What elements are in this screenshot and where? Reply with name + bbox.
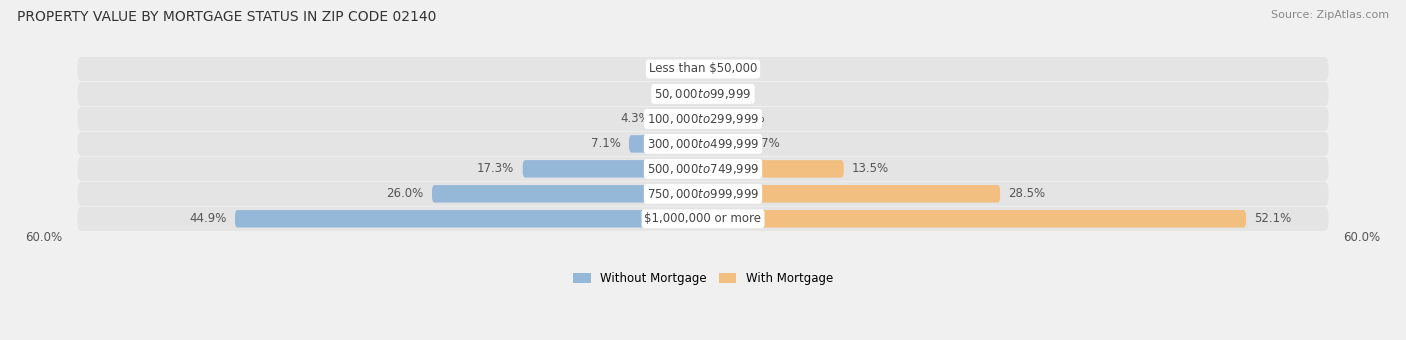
FancyBboxPatch shape [703, 160, 844, 177]
FancyBboxPatch shape [523, 160, 703, 177]
FancyBboxPatch shape [77, 107, 1329, 131]
FancyBboxPatch shape [77, 57, 1329, 81]
FancyBboxPatch shape [628, 135, 703, 153]
Text: 28.5%: 28.5% [1008, 187, 1046, 200]
Text: 26.0%: 26.0% [387, 187, 423, 200]
FancyBboxPatch shape [699, 85, 703, 103]
FancyBboxPatch shape [703, 210, 1246, 227]
Text: 3.7%: 3.7% [749, 137, 780, 150]
FancyBboxPatch shape [703, 135, 741, 153]
Text: 60.0%: 60.0% [25, 231, 62, 244]
FancyBboxPatch shape [77, 182, 1329, 206]
Text: 4.3%: 4.3% [620, 113, 650, 125]
Text: 0.0%: 0.0% [665, 63, 695, 75]
Text: $1,000,000 or more: $1,000,000 or more [644, 212, 762, 225]
FancyBboxPatch shape [77, 157, 1329, 181]
Text: 17.3%: 17.3% [477, 163, 515, 175]
Text: Less than $50,000: Less than $50,000 [648, 63, 758, 75]
Text: $50,000 to $99,999: $50,000 to $99,999 [654, 87, 752, 101]
FancyBboxPatch shape [658, 110, 703, 128]
Text: 60.0%: 60.0% [1344, 231, 1381, 244]
Text: 0.0%: 0.0% [711, 87, 741, 100]
FancyBboxPatch shape [77, 82, 1329, 106]
Text: 0.0%: 0.0% [711, 63, 741, 75]
FancyBboxPatch shape [432, 185, 703, 203]
Text: 13.5%: 13.5% [852, 163, 889, 175]
Text: $300,000 to $499,999: $300,000 to $499,999 [647, 137, 759, 151]
Text: 2.3%: 2.3% [735, 113, 765, 125]
Legend: Without Mortgage, With Mortgage: Without Mortgage, With Mortgage [568, 267, 838, 290]
Text: 7.1%: 7.1% [591, 137, 620, 150]
Text: $500,000 to $749,999: $500,000 to $749,999 [647, 162, 759, 176]
Text: 0.38%: 0.38% [654, 87, 690, 100]
Text: 44.9%: 44.9% [190, 212, 226, 225]
Text: 52.1%: 52.1% [1254, 212, 1292, 225]
Text: $750,000 to $999,999: $750,000 to $999,999 [647, 187, 759, 201]
FancyBboxPatch shape [235, 210, 703, 227]
FancyBboxPatch shape [703, 110, 727, 128]
FancyBboxPatch shape [77, 207, 1329, 231]
Text: $100,000 to $299,999: $100,000 to $299,999 [647, 112, 759, 126]
Text: Source: ZipAtlas.com: Source: ZipAtlas.com [1271, 10, 1389, 20]
Text: PROPERTY VALUE BY MORTGAGE STATUS IN ZIP CODE 02140: PROPERTY VALUE BY MORTGAGE STATUS IN ZIP… [17, 10, 436, 24]
FancyBboxPatch shape [703, 185, 1000, 203]
FancyBboxPatch shape [77, 132, 1329, 156]
